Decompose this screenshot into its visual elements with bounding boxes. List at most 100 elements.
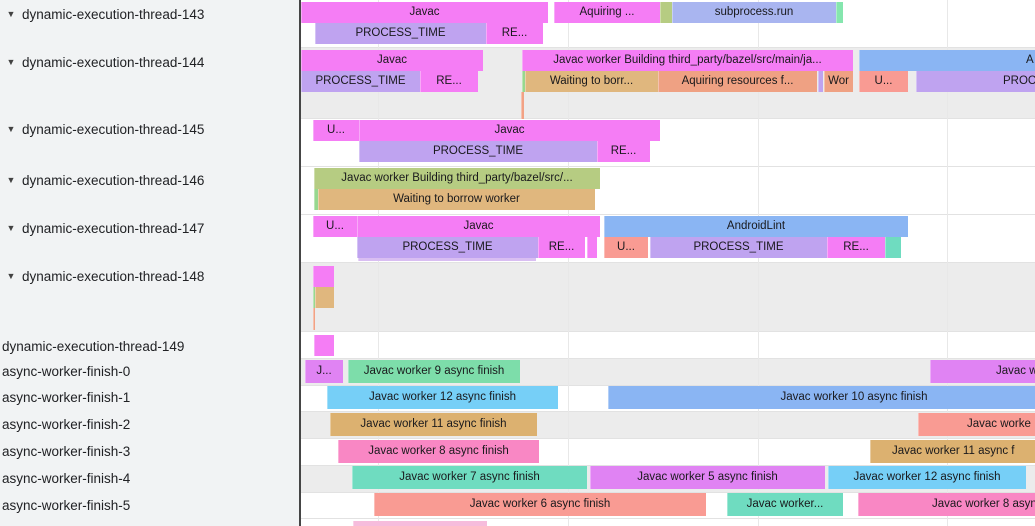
span-label: Javac worker 11 async finish (360, 418, 507, 430)
span-label: Javac worke (967, 418, 1031, 430)
span-label: Javac worker 6 async finish (469, 498, 611, 510)
track-title-dynamic-execution-thread-147[interactable]: ▼ dynamic-execution-thread-147 (0, 219, 299, 237)
timeline-span-unlabeled[interactable] (587, 237, 597, 258)
time-gridline (947, 0, 948, 526)
timeline-span-javac-worker-12-async-finish[interactable]: Javac worker 12 async finish (327, 386, 558, 409)
timeline-span-javac-worke[interactable]: Javac worke (918, 413, 1035, 436)
span-label: RE... (843, 241, 869, 253)
timeline-span-waiting-to-borr[interactable]: Waiting to borr... (525, 71, 658, 92)
timeline-span-androidlint[interactable]: AndroidLint (604, 216, 908, 237)
track-title-dynamic-execution-thread-143[interactable]: ▼ dynamic-execution-thread-143 (0, 5, 299, 23)
track-separator (301, 331, 1035, 332)
span-label: Javac worker 10 async finish (780, 391, 928, 403)
track-title-dynamic-execution-thread-144[interactable]: ▼ dynamic-execution-thread-144 (0, 53, 299, 71)
timeline-span-javac-worker-12-async-finish[interactable]: Javac worker 12 async finish (828, 466, 1026, 489)
timeline-span-unlabeled[interactable] (522, 71, 525, 92)
timeline-span-unlabeled[interactable] (313, 287, 315, 308)
timeline-span-unlabeled[interactable] (358, 258, 536, 261)
timeline-span-javac-worker-building-third-party-bazel-src-main-ja[interactable]: Javac worker Building third_party/bazel/… (522, 50, 853, 71)
timeline-span-unlabeled[interactable] (313, 266, 334, 287)
expander-triangle-icon[interactable]: ▼ (6, 9, 16, 19)
expander-triangle-icon[interactable]: ▼ (6, 124, 16, 134)
timeline-span-waiting-to-borrow-worker[interactable]: Waiting to borrow worker (318, 189, 595, 210)
timeline-span-javac[interactable]: Javac (301, 50, 483, 71)
timeline-span-javac-w[interactable]: Javac w (930, 360, 1035, 383)
panel-divider[interactable] (299, 0, 301, 526)
track-separator (301, 214, 1035, 215)
timeline-span-u[interactable]: U... (313, 120, 359, 141)
track-separator (301, 166, 1035, 167)
timeline-span-unlabeled[interactable] (885, 237, 901, 258)
timeline-span-unlabeled[interactable] (521, 92, 524, 119)
timeline-span-u[interactable]: U... (859, 71, 908, 92)
timeline-span-javac-worker-10-async-finish[interactable]: Javac worker 10 async finish (608, 386, 1035, 409)
timeline-span-re[interactable]: RE... (420, 71, 478, 92)
timeline-span-u[interactable]: U... (604, 237, 648, 258)
span-label: PROCESS_TIME (693, 241, 784, 253)
span-label: subprocess.run (714, 6, 794, 18)
span-label: U... (617, 241, 635, 253)
timeline-span-unlabeled[interactable] (314, 335, 334, 356)
timeline-span-process-time[interactable]: PROCESS_TIME (357, 237, 538, 258)
timeline-span-process-time[interactable]: PROCESS_TIME (359, 141, 597, 162)
span-label: Javac (494, 124, 525, 136)
timeline-span-javac-worker-8-asyn[interactable]: Javac worker 8 asyn (858, 493, 1035, 516)
timeline-span-javac-worker-9-async-finish[interactable]: Javac worker 9 async finish (348, 360, 520, 383)
track-separator (301, 518, 1035, 519)
timeline-span-aquiring-resources-f[interactable]: Aquiring resources f... (658, 71, 817, 92)
timeline-span-unlabeled[interactable] (353, 521, 487, 526)
timeline-span-javac[interactable]: Javac (301, 2, 548, 23)
timeline-span-proce[interactable]: PROCE (916, 71, 1035, 92)
track-title-async-worker-finish-0[interactable]: async-worker-finish-0 (0, 362, 299, 380)
timeline-span-javac-worker-building-third-party-bazel-src[interactable]: Javac worker Building third_party/bazel/… (314, 168, 600, 189)
timeline-span-process-time[interactable]: PROCESS_TIME (301, 71, 420, 92)
timeline-span-re[interactable]: RE... (486, 23, 543, 44)
timeline-span-re[interactable]: RE... (597, 141, 650, 162)
timeline-span-javac-worker-6-async-finish[interactable]: Javac worker 6 async finish (374, 493, 706, 516)
track-title-async-worker-finish-4[interactable]: async-worker-finish-4 (0, 469, 299, 487)
time-gridline (568, 0, 569, 526)
timeline-span-a[interactable]: A (859, 50, 1035, 71)
expander-triangle-icon[interactable]: ▼ (6, 175, 16, 185)
timeline-span-unlabeled[interactable] (660, 2, 672, 23)
track-title-dynamic-execution-thread-146[interactable]: ▼ dynamic-execution-thread-146 (0, 171, 299, 189)
timeline-span-unlabeled[interactable] (315, 287, 334, 308)
timeline-span-javac-worker[interactable]: Javac worker... (727, 493, 843, 516)
span-label: AndroidLint (726, 220, 786, 232)
timeline-span-subprocess-run[interactable]: subprocess.run (672, 2, 836, 23)
track-title-dynamic-execution-thread-145[interactable]: ▼ dynamic-execution-thread-145 (0, 120, 299, 138)
track-title-async-worker-finish-5[interactable]: async-worker-finish-5 (0, 496, 299, 514)
expander-triangle-icon[interactable]: ▼ (6, 271, 16, 281)
expander-triangle-icon[interactable]: ▼ (6, 57, 16, 67)
track-title-dynamic-execution-thread-148[interactable]: ▼ dynamic-execution-thread-148 (0, 267, 299, 285)
timeline-span-unlabeled[interactable] (818, 71, 823, 92)
timeline-span-javac-worker-5-async-finish[interactable]: Javac worker 5 async finish (590, 466, 825, 489)
time-gridline (758, 0, 759, 526)
timeline-span-javac-worker-7-async-finish[interactable]: Javac worker 7 async finish (352, 466, 587, 489)
timeline-span-j[interactable]: J... (305, 360, 343, 383)
timeline-span-javac-worker-8-async-finish[interactable]: Javac worker 8 async finish (338, 440, 539, 463)
expander-triangle-icon[interactable]: ▼ (6, 223, 16, 233)
track-title-async-worker-finish-1[interactable]: async-worker-finish-1 (0, 388, 299, 406)
timeline-span-wor[interactable]: Wor (824, 71, 853, 92)
timeline-span-javac-worker-11-async-finish[interactable]: Javac worker 11 async finish (330, 413, 537, 436)
track-separator (301, 47, 1035, 48)
timeline-span-process-time[interactable]: PROCESS_TIME (650, 237, 827, 258)
timeline-span-unlabeled[interactable] (836, 2, 843, 23)
timeline-span-unlabeled[interactable] (314, 189, 318, 210)
timeline-span-process-time[interactable]: PROCESS_TIME (315, 23, 486, 44)
timeline-span-javac[interactable]: Javac (359, 120, 660, 141)
timeline-span-re[interactable]: RE... (538, 237, 585, 258)
timeline-span-javac[interactable]: Javac (357, 216, 600, 237)
span-label: J... (316, 365, 332, 377)
track-title-async-worker-finish-3[interactable]: async-worker-finish-3 (0, 442, 299, 460)
track-title-dynamic-execution-thread-149[interactable]: dynamic-execution-thread-149 (0, 337, 299, 355)
timeline-span-u[interactable]: U... (313, 216, 357, 237)
timeline-span-re[interactable]: RE... (827, 237, 885, 258)
timeline-span-unlabeled[interactable] (313, 308, 315, 330)
timeline-span-javac-worker-11-async-f[interactable]: Javac worker 11 async f (870, 440, 1035, 463)
track-title-async-worker-finish-2[interactable]: async-worker-finish-2 (0, 415, 299, 433)
span-label: Javac w (996, 365, 1035, 377)
timeline-span-aquiring[interactable]: Aquiring ... (554, 2, 660, 23)
